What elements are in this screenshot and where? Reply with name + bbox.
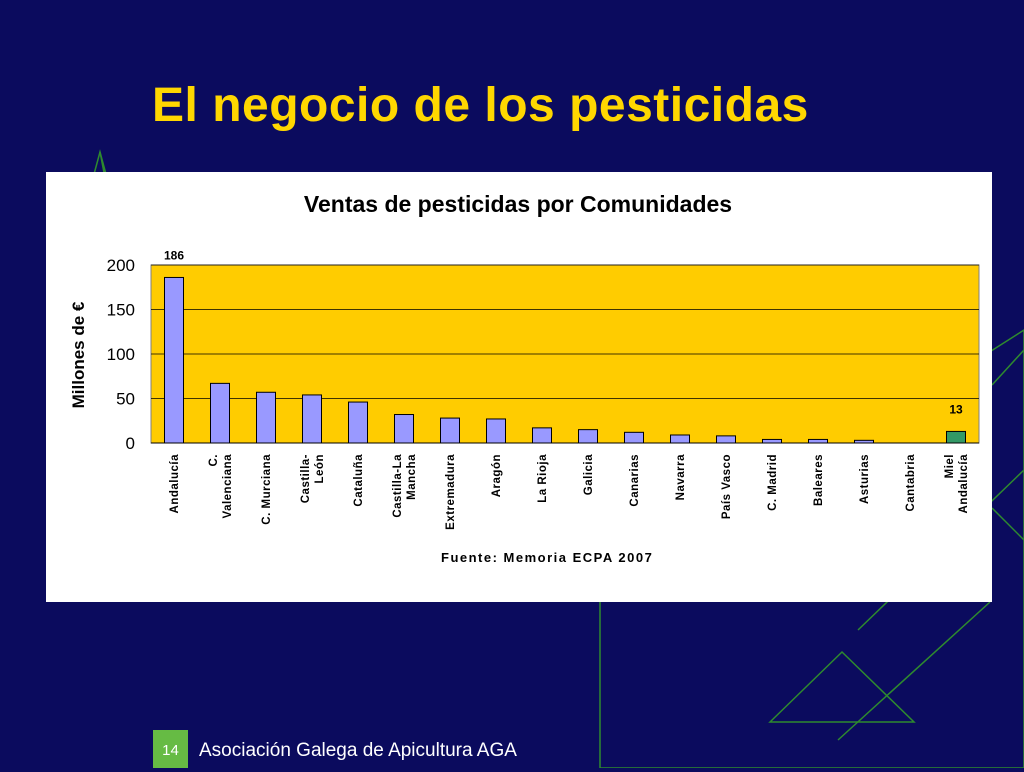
y-tick-label: 0 [126, 434, 135, 453]
svg-text:País Vasco: País Vasco [721, 454, 733, 519]
bar-1 [210, 382, 230, 444]
data-label-17: 13 [949, 402, 963, 416]
x-tick-label: Castilla- León [300, 454, 326, 503]
decor-line-right-3 [837, 601, 991, 741]
decor-line-right-2 [991, 507, 1024, 541]
svg-text:Asturias: Asturias [859, 454, 871, 504]
footer-text: Asociación Galega de Apicultura AGA [199, 740, 517, 761]
x-tick-label: C. Valenciana [208, 454, 234, 519]
chart-source: Fuente: Memoria ECPA 2007 [441, 550, 653, 565]
svg-text:C. Madrid: C. Madrid [767, 454, 779, 511]
svg-text:Extremadura: Extremadura [445, 454, 457, 530]
bar-17 [946, 430, 966, 444]
svg-text:Miel: Miel [944, 454, 956, 478]
slide-number: 14 [153, 730, 188, 768]
bar-8 [532, 427, 552, 444]
data-label-0: 186 [164, 248, 184, 262]
svg-text:Castilla-La: Castilla-La [392, 454, 404, 518]
svg-text:Canarias: Canarias [629, 454, 641, 507]
bar-6 [440, 417, 460, 444]
slide-title: El negocio de los pesticidas [152, 79, 809, 132]
bar-10 [624, 431, 644, 444]
bar-14 [808, 438, 828, 444]
x-tick-label: Miel Andalucía [944, 454, 970, 514]
decor-line-right-1 [991, 349, 1024, 386]
svg-text:C.: C. [208, 454, 220, 467]
svg-text:Mancha: Mancha [406, 454, 418, 500]
x-tick-label: Extremadura [445, 454, 457, 530]
svg-text:Galicia: Galicia [583, 454, 595, 495]
x-tick-label: Canarias [629, 454, 641, 507]
bar-chart: 0 50 100 150 200 186 13 Andalucía C. Valenciana… [69, 191, 980, 565]
svg-text:Castilla-: Castilla- [300, 454, 312, 503]
svg-text:Baleares: Baleares [813, 454, 825, 506]
chart-panel: 0 50 100 150 200 186 13 Andalucía C. Valenciana… [46, 172, 992, 602]
svg-text:Navarra: Navarra [675, 454, 687, 500]
x-tick-label: C. Madrid [767, 454, 779, 511]
x-tick-label: C. Murciana [261, 454, 273, 525]
y-tick-label: 200 [107, 256, 135, 275]
x-tick-label: Cataluña [353, 454, 365, 507]
svg-text:La Rioja: La Rioja [537, 454, 549, 503]
bar-0 [164, 276, 184, 444]
bar-11 [670, 434, 690, 444]
x-tick-label: País Vasco [721, 454, 733, 519]
svg-text:C. Murciana: C. Murciana [261, 454, 273, 525]
bar-9 [578, 429, 598, 444]
x-tick-label: Galicia [583, 454, 595, 495]
y-tick-label: 50 [116, 390, 135, 409]
x-tick-label: Andalucía [169, 454, 181, 514]
x-tick-label: Baleares [813, 454, 825, 506]
svg-text:León: León [314, 454, 326, 483]
x-tick-label: Navarra [675, 454, 687, 500]
x-tick-label: Asturias [859, 454, 871, 504]
svg-text:Aragón: Aragón [491, 454, 503, 497]
bar-12 [716, 435, 736, 444]
bar-3 [302, 394, 322, 444]
y-tick-label: 100 [107, 345, 135, 364]
svg-text:Andalucía: Andalucía [169, 454, 181, 514]
x-tick-label: Aragón [491, 454, 503, 497]
bar-2 [256, 391, 276, 444]
chart-title: Ventas de pesticidas por Comunidades [304, 191, 732, 217]
bar-13 [762, 438, 782, 444]
y-axis-label: Millones de € [69, 301, 88, 408]
x-tick-label: La Rioja [537, 454, 549, 503]
svg-text:Valenciana: Valenciana [222, 454, 234, 519]
bar-7 [486, 418, 506, 444]
bar-4 [348, 401, 368, 444]
bar-5 [394, 414, 414, 444]
svg-text:Cataluña: Cataluña [353, 454, 365, 507]
x-tick-label: Castilla-La Mancha [392, 454, 418, 518]
svg-text:Cantabria: Cantabria [905, 454, 917, 512]
decor-triangle-right-small [768, 650, 916, 723]
y-tick-label: 150 [107, 301, 135, 320]
svg-text:Andalucía: Andalucía [958, 454, 970, 514]
x-tick-label: Cantabria [905, 454, 917, 512]
